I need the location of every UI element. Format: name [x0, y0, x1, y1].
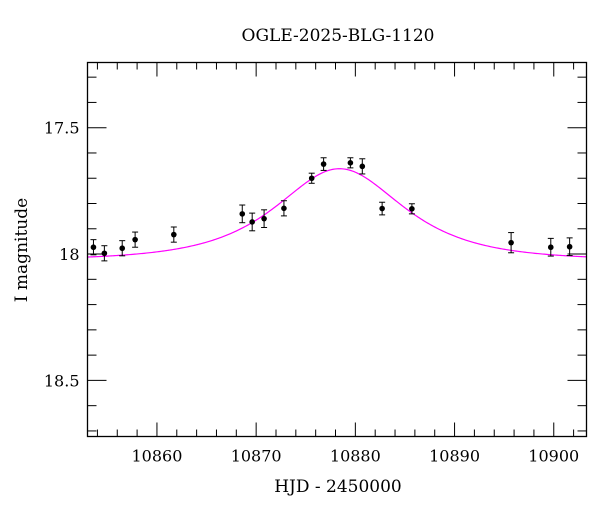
point-marker [261, 215, 267, 222]
data-point [101, 245, 108, 262]
point-marker [119, 245, 126, 252]
data-point [566, 237, 573, 257]
point-marker [171, 231, 177, 238]
point-marker [320, 161, 327, 167]
y-tick-label: 18.5 [44, 371, 80, 390]
point-marker [308, 175, 315, 182]
data-point [379, 201, 386, 216]
tick-labels: 10860 10870 10880 10890 10900 17.5 18 18.5 [44, 119, 579, 466]
point-marker [359, 163, 366, 170]
axis-ticks [87, 62, 587, 437]
data-point [308, 172, 315, 184]
data-point [239, 204, 246, 224]
data-point [261, 209, 268, 229]
point-marker [409, 206, 415, 212]
x-tick-label: 10870 [231, 447, 282, 466]
data-point [119, 240, 126, 257]
point-marker [239, 211, 246, 217]
point-marker [249, 219, 255, 225]
x-axis-label: HJD - 2450000 [274, 477, 402, 497]
data-point [547, 237, 554, 257]
data-point [508, 232, 515, 254]
point-marker [566, 243, 573, 250]
data-points-group [90, 157, 573, 262]
data-point [280, 200, 287, 217]
x-tick-label: 10890 [429, 447, 480, 466]
data-point [359, 158, 366, 175]
point-marker [101, 250, 108, 257]
point-marker [379, 205, 385, 212]
point-marker [281, 205, 287, 212]
data-point [170, 226, 177, 243]
x-tick-label: 10860 [131, 447, 182, 466]
plot-frame [86, 61, 588, 438]
data-point [90, 239, 97, 256]
data-point [320, 157, 327, 171]
point-marker [90, 244, 97, 251]
y-tick-label: 17.5 [44, 119, 80, 138]
x-tick-label: 10880 [330, 447, 381, 466]
data-point [408, 203, 415, 215]
y-tick-label: 18 [59, 245, 79, 264]
point-marker [347, 160, 354, 166]
data-point [249, 212, 256, 232]
model-curve [87, 168, 587, 258]
y-axis-label: I magnitude [12, 198, 32, 302]
chart-title: OGLE-2025-BLG-1120 [242, 26, 435, 46]
data-point [132, 231, 139, 248]
model-curve-group [87, 168, 587, 258]
point-marker [508, 239, 514, 246]
x-tick-label: 10900 [528, 447, 579, 466]
point-marker [132, 236, 138, 243]
data-point [347, 157, 354, 169]
point-marker [547, 244, 554, 251]
